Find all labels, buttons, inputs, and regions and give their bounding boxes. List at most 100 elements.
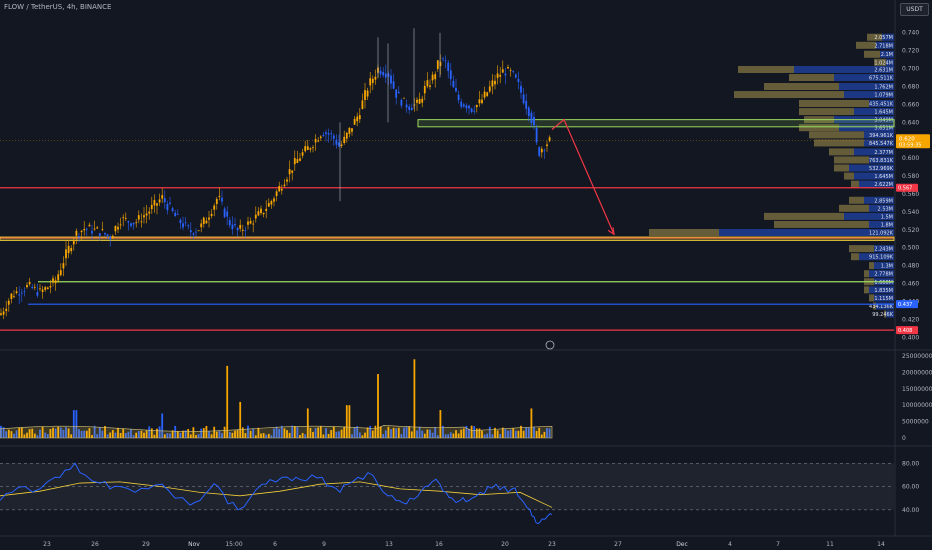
candle-body: [449, 70, 452, 80]
candle-body: [210, 213, 213, 217]
volume-bar: [182, 430, 184, 438]
candle-body: [345, 132, 348, 139]
candle-body: [319, 136, 322, 138]
candle-body: [522, 94, 525, 104]
candle-body: [75, 230, 78, 236]
volume-bar: [496, 430, 499, 438]
volume-bar: [241, 427, 244, 438]
volume-bar: [507, 430, 509, 438]
volume-bar: [361, 435, 364, 438]
volume-bar: [228, 431, 231, 438]
candle-body: [78, 236, 80, 238]
volume-profile: [649, 33, 894, 318]
candle-body: [332, 135, 335, 139]
candle-body: [504, 73, 507, 76]
candle-body: [517, 78, 520, 83]
currency-button[interactable]: USDT: [900, 3, 929, 16]
volume-bar: [78, 429, 80, 438]
candle-body: [156, 203, 158, 206]
candle-body: [509, 70, 512, 72]
volume-bar: [260, 433, 262, 438]
volume-bar: [377, 374, 379, 438]
volume-bar: [117, 427, 119, 438]
volume-bar: [59, 427, 62, 438]
volume-bar: [322, 434, 325, 438]
candle-body: [392, 81, 395, 89]
profile-bar-bull: [799, 108, 854, 116]
volume-bar: [400, 434, 403, 438]
candle-body: [470, 108, 473, 113]
candle-body: [10, 293, 13, 299]
volume-bar: [351, 434, 353, 438]
rsi-ma-line: [0, 481, 553, 508]
candle-body: [322, 134, 325, 137]
candle-body: [197, 230, 200, 232]
candle-body: [15, 291, 18, 293]
volume-bar: [98, 427, 101, 438]
volume-bar: [140, 430, 143, 438]
profile-value-label: 1.835M: [874, 288, 893, 294]
profile-bar-bull: [789, 74, 834, 82]
profile-bar-bull: [873, 302, 876, 310]
volume-bar: [299, 435, 301, 438]
volume-bar: [358, 432, 361, 438]
profile-bar-bull: [829, 148, 854, 156]
volume-bars: [0, 359, 551, 438]
price-tick-label: 0.700: [902, 66, 919, 73]
candle-body: [179, 219, 182, 224]
level-price-label: 0.408: [898, 328, 912, 334]
candle-body: [236, 227, 239, 231]
profile-bar-bear: [874, 245, 894, 253]
candle-body: [153, 200, 156, 206]
profile-value-label: 2.718M: [874, 43, 893, 49]
candle-body: [410, 107, 413, 111]
volume-bar: [158, 426, 161, 438]
volume-bar: [62, 429, 65, 438]
volume-bar: [442, 425, 444, 438]
volume-bar: [319, 426, 322, 438]
candle-body: [260, 208, 262, 214]
volume-bar: [49, 429, 52, 438]
volume-bar: [54, 428, 57, 438]
candle-body: [325, 132, 327, 135]
profile-value-label: 532.969K: [869, 166, 894, 172]
volume-bar: [234, 430, 236, 438]
candle-body: [119, 224, 122, 226]
candle-body: [228, 220, 231, 226]
candle-body: [137, 215, 140, 220]
profile-bar-bear: [882, 33, 894, 41]
volume-bar: [91, 435, 93, 438]
candle-body: [525, 100, 528, 109]
profile-value-label: 2.057M: [874, 35, 893, 41]
volume-bar: [418, 426, 421, 438]
volume-bar: [325, 428, 327, 438]
profile-bar-bull: [839, 204, 869, 212]
candle-body: [465, 105, 468, 109]
volume-bar: [460, 429, 463, 438]
volume-bar: [171, 430, 174, 438]
candle-body: [351, 128, 353, 132]
time-tick-label: 7: [776, 541, 780, 548]
volume-bar: [538, 427, 541, 438]
volume-bar: [215, 431, 218, 438]
candle-body: [83, 228, 86, 231]
candle-body: [252, 223, 255, 225]
profile-value-label: 1.645M: [874, 174, 893, 180]
volume-bar: [270, 435, 273, 438]
profile-value-label: 675.511K: [869, 76, 894, 82]
candle-body: [130, 223, 132, 227]
profile-value-label: 3.049M: [874, 118, 893, 124]
time-tick-label: 16: [435, 541, 443, 548]
volume-bar: [390, 429, 392, 438]
candle-body: [447, 62, 450, 72]
candle-body: [273, 198, 275, 202]
volume-bar: [46, 433, 49, 438]
candle-body: [460, 101, 463, 107]
candle-body: [496, 73, 499, 78]
candle-body: [413, 104, 416, 106]
candle-body: [28, 281, 31, 285]
volume-bar: [522, 430, 525, 438]
volume-bar: [223, 426, 226, 438]
candle-body: [457, 94, 460, 101]
